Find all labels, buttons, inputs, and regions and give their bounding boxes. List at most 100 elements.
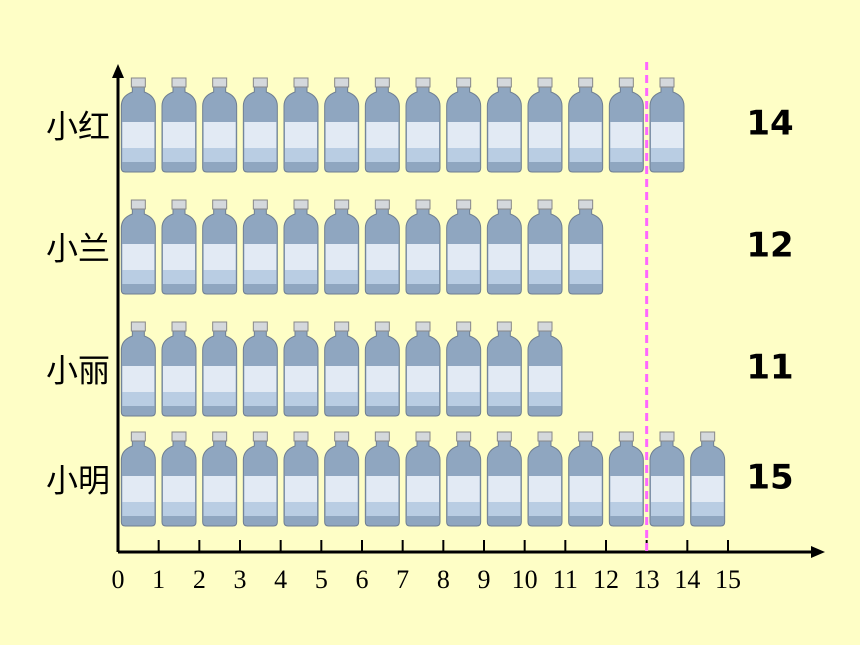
bottle-label (447, 366, 480, 392)
bottle-cap (293, 321, 309, 332)
bottle-label (163, 366, 195, 392)
bottle-water (366, 392, 399, 406)
bottle-water (285, 392, 317, 406)
bottle-water (488, 502, 521, 516)
x-tick-label: 15 (715, 565, 741, 594)
bottle-label (569, 122, 602, 148)
bottle-water (447, 270, 480, 284)
bottle-water (651, 502, 683, 516)
bottle-cap (659, 431, 675, 442)
bottle-water (325, 502, 358, 516)
bottle-label (529, 244, 561, 270)
bottle-label (529, 366, 561, 392)
x-axis-arrow (811, 546, 825, 558)
bottle-water (529, 392, 561, 406)
x-tick-label: 0 (112, 565, 125, 594)
category-label: 小红 (46, 108, 110, 146)
bottle-row (120, 199, 604, 295)
bottle-cap (130, 431, 146, 442)
bottle-water (529, 270, 561, 284)
bottle-cap (212, 431, 228, 442)
bottle-cap (293, 431, 309, 442)
bottle-label (163, 476, 195, 502)
value-label: 14 (746, 104, 793, 144)
bottle-cap (171, 77, 187, 88)
bottle-water (407, 148, 439, 162)
bottle-water (285, 148, 317, 162)
bottle-label (610, 476, 643, 502)
x-tick-label: 9 (478, 565, 491, 594)
x-tick-label: 2 (193, 565, 206, 594)
bottle-label (244, 476, 277, 502)
bottle-label (122, 366, 155, 392)
x-tick-label: 10 (512, 565, 538, 594)
bottle-label (244, 122, 277, 148)
bottle-cap (537, 321, 553, 332)
bottle-cap (374, 77, 390, 88)
bottle-water (122, 148, 155, 162)
bottle-cap (130, 321, 146, 332)
bottle-cap (700, 431, 716, 442)
bottle-water (163, 148, 195, 162)
x-tick-label: 1 (152, 565, 165, 594)
x-tick-label: 12 (593, 565, 619, 594)
bottle-water (122, 392, 155, 406)
bottle-label (569, 476, 602, 502)
bottle-water (488, 270, 521, 284)
category-label: 小兰 (46, 230, 110, 268)
x-tick-label: 7 (396, 565, 409, 594)
bottle-cap (252, 77, 268, 88)
x-tick-label: 11 (553, 565, 578, 594)
bottle-cap (212, 321, 228, 332)
bottle-label (285, 476, 317, 502)
x-tick-label: 4 (274, 565, 287, 594)
bottle-cap (171, 199, 187, 210)
bottle-label (407, 244, 439, 270)
bottle-cap (374, 431, 390, 442)
bottle-water (122, 270, 155, 284)
bottle-cap (456, 431, 472, 442)
bottle-water (203, 270, 236, 284)
bottle-water (366, 270, 399, 284)
bottle-water (285, 502, 317, 516)
bottle-label (569, 244, 602, 270)
bottle-water (407, 392, 439, 406)
bottle-water (447, 392, 480, 406)
bottle-cap (171, 431, 187, 442)
bottle-cap (334, 77, 350, 88)
category-label: 小丽 (46, 352, 110, 390)
bottle-cap (293, 199, 309, 210)
bottle-cap (537, 199, 553, 210)
bottle-label (529, 122, 561, 148)
bottle-water (651, 148, 683, 162)
bottle-label (122, 122, 155, 148)
bottle-water (488, 392, 521, 406)
bottle-water (407, 270, 439, 284)
bottle-cap (456, 77, 472, 88)
bottle-cap (293, 77, 309, 88)
bottle-label (691, 476, 724, 502)
bottle-water (569, 148, 602, 162)
bottle-cap (130, 199, 146, 210)
x-tick-label: 6 (356, 565, 369, 594)
x-tick-label: 8 (437, 565, 450, 594)
bottle-label (203, 476, 236, 502)
bottle-water (244, 392, 277, 406)
bottle-label (488, 244, 521, 270)
bottle-cap (334, 321, 350, 332)
bottle-cap (659, 77, 675, 88)
bottle-label (407, 476, 439, 502)
value-label: 15 (746, 458, 793, 498)
bottle-cap (212, 77, 228, 88)
bottle-cap (334, 199, 350, 210)
bottle-cap (374, 199, 390, 210)
bottle-water (366, 148, 399, 162)
bottle-water (285, 270, 317, 284)
bottle-cap (496, 321, 512, 332)
bottle-label (651, 122, 683, 148)
bottle-cap (415, 199, 431, 210)
bottle-cap (618, 77, 634, 88)
x-tick-label: 14 (674, 565, 700, 594)
bottle-water (203, 502, 236, 516)
bottle-cap (171, 321, 187, 332)
